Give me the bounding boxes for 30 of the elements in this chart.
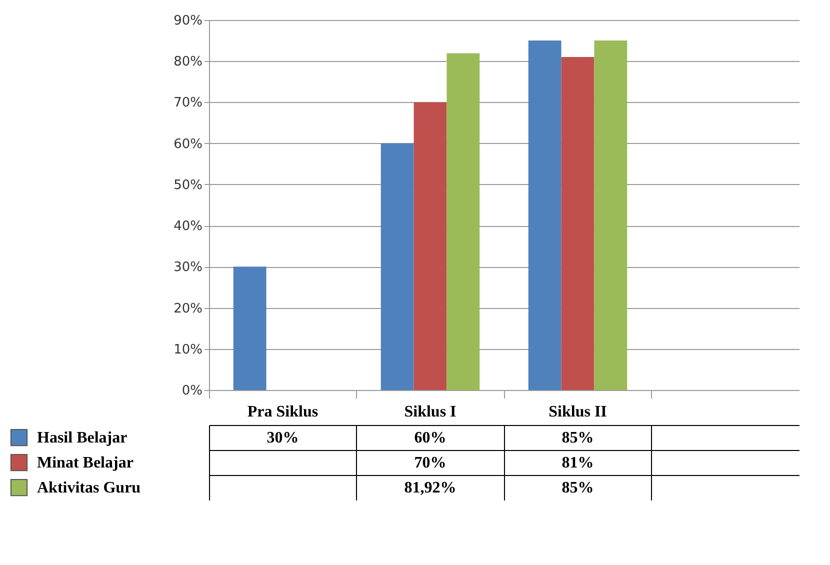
data-label: 70% [414, 454, 446, 472]
y-tick-label: 60% [174, 136, 202, 152]
x-tick-label: Siklus I [404, 404, 456, 420]
y-tick-label: 0% [182, 384, 202, 398]
y-tick-label: 10% [174, 342, 202, 358]
y-tick-label: 30% [174, 260, 202, 276]
y-tick-label: 80% [174, 54, 202, 70]
data-label: 81% [562, 454, 594, 472]
legend-label: Hasil Belajar [37, 430, 128, 446]
data-label: 81,92% [404, 480, 456, 496]
data-label: 85% [562, 430, 594, 446]
x-tick-label: Pra Siklus [247, 404, 318, 420]
x-tick-label: Siklus II [548, 404, 607, 420]
y-tick-label: 50% [174, 178, 202, 193]
y-tick-label: 90% [174, 14, 202, 28]
y-tick-label: 70% [174, 96, 202, 111]
bar [561, 57, 594, 390]
bar [446, 53, 480, 390]
bar [233, 266, 266, 390]
bar [594, 40, 628, 390]
data-label: 30% [266, 430, 299, 446]
bar [414, 102, 447, 390]
bar [380, 143, 414, 390]
bar [528, 40, 562, 390]
y-tick-label: 20% [174, 301, 202, 316]
data-label: 60% [414, 430, 446, 446]
data-label: 85% [562, 480, 594, 496]
y-tick-label: 40% [174, 219, 202, 234]
legend-label: Minat Belajar [37, 454, 134, 472]
legend-label: Aktivitas Guru [37, 480, 141, 496]
